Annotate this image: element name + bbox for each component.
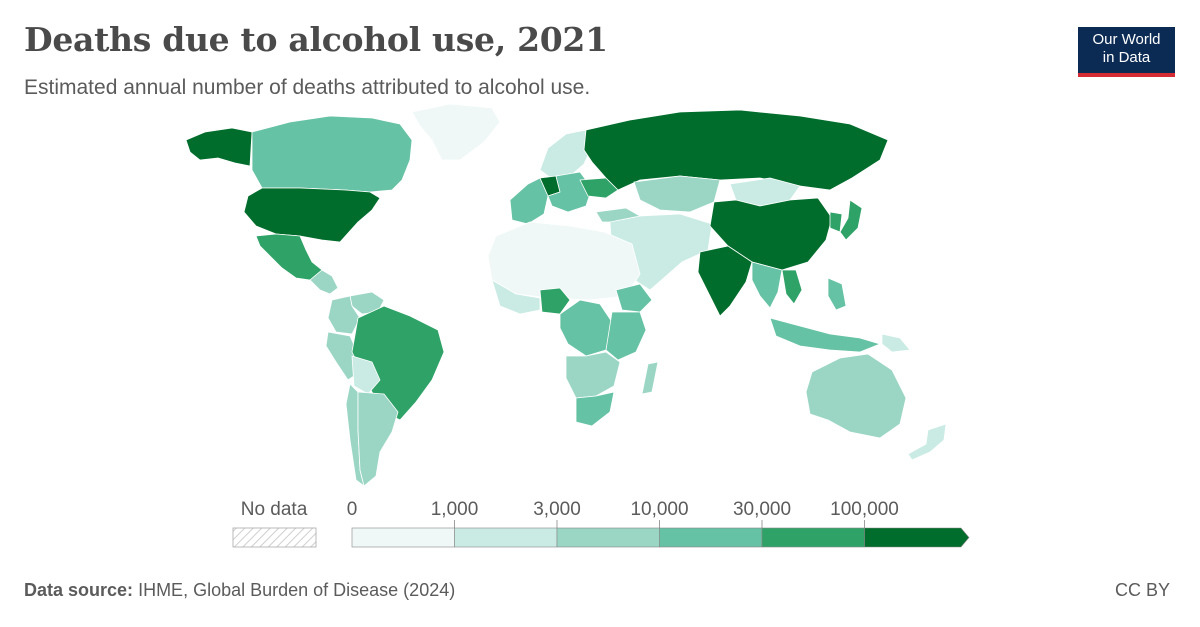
license[interactable]: CC BY — [1114, 580, 1170, 600]
region-ukraine[interactable] — [579, 177, 619, 199]
legend-tick-label: 10,000 — [630, 499, 688, 520]
region-indonesia[interactable] — [769, 317, 881, 353]
region-south-africa[interactable] — [575, 391, 615, 427]
region-greenland[interactable] — [411, 103, 501, 161]
legend-bin — [556, 527, 660, 548]
region-philippines[interactable] — [827, 277, 847, 311]
region-madagascar[interactable] — [641, 361, 659, 395]
legend-tick-label: 0 — [347, 499, 358, 520]
region-new-zealand[interactable] — [907, 423, 947, 461]
region-papua-new-guinea[interactable] — [881, 333, 911, 353]
region-russia[interactable] — [583, 109, 889, 191]
data-source-text: IHME, Global Burden of Disease (2024) — [138, 580, 456, 600]
region-bolivia[interactable] — [351, 355, 381, 395]
chart-title: Deaths due to alcohol use, 2021 — [24, 20, 608, 59]
data-source-label: Data source: — [24, 580, 134, 600]
region-western-europe[interactable] — [509, 177, 549, 225]
logo-line-2: in Data — [1102, 49, 1151, 66]
region-central-america[interactable] — [309, 269, 339, 295]
chart-subtitle: Estimated annual number of deaths attrib… — [24, 76, 591, 99]
region-west-africa[interactable] — [491, 279, 541, 315]
region-ethiopia[interactable] — [615, 283, 653, 313]
legend-tick-label: 100,000 — [830, 499, 899, 520]
legend-tick-label: 1,000 — [431, 499, 479, 520]
region-kazakhstan[interactable] — [633, 175, 721, 213]
legend-bin-open-ended — [864, 527, 970, 548]
data-source: Data source: IHME, Global Burden of Dise… — [24, 580, 455, 601]
legend-bin — [659, 527, 763, 548]
region-argentina[interactable] — [357, 391, 399, 487]
region-usa[interactable] — [243, 187, 381, 243]
owid-logo[interactable]: Our World in Data — [1078, 27, 1175, 77]
logo-line-1: Our World — [1092, 31, 1161, 48]
region-vietnam[interactable] — [781, 269, 803, 305]
region-japan[interactable] — [839, 199, 863, 241]
region-colombia[interactable] — [327, 295, 361, 335]
legend-no-data-swatch — [232, 527, 317, 548]
legend-bin — [351, 527, 455, 548]
legend-tick-label: 30,000 — [733, 499, 791, 520]
region-southern-africa[interactable] — [565, 351, 621, 399]
region-east-africa[interactable] — [605, 311, 647, 361]
legend-tick-label: 3,000 — [533, 499, 581, 520]
region-india[interactable] — [697, 245, 753, 317]
region-nigeria[interactable] — [539, 287, 571, 315]
region-alaska[interactable] — [185, 127, 253, 167]
legend-bin — [454, 527, 558, 548]
legend-no-data-label: No data — [241, 499, 308, 520]
region-australia[interactable] — [805, 353, 907, 439]
legend-bin — [761, 527, 865, 548]
